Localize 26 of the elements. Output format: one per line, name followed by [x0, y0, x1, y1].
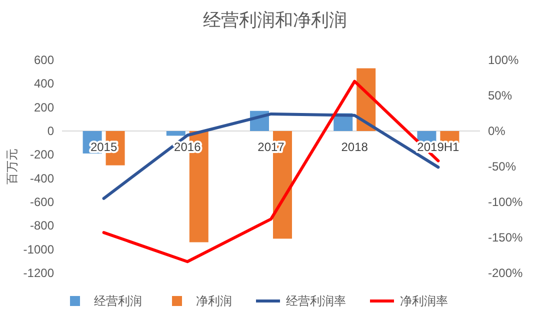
y2-tick-label: -200%	[488, 266, 524, 280]
y-tick-label: 400	[34, 76, 54, 91]
y-tick-label: -400	[30, 171, 54, 186]
chart-title: 经营利润和净利润	[203, 10, 347, 30]
y2-tick-label: -50%	[488, 160, 516, 174]
x-tick-label: 2018	[341, 140, 368, 154]
y2-tick-label: -150%	[488, 230, 524, 244]
legend-label: 经营利润	[94, 294, 142, 308]
y-tick-label: 200	[34, 100, 54, 114]
y-tick-label: -800	[30, 218, 54, 233]
y2-tick-label: 100%	[488, 53, 520, 67]
legend-label: 净利润	[196, 294, 232, 308]
y2-tick-label: 50%	[488, 88, 512, 102]
y-tick-label: 600	[34, 53, 54, 67]
x-tick-label: 2015	[90, 140, 118, 154]
y-tick-label: -200	[30, 148, 54, 162]
y-tick-label: -1000	[23, 242, 54, 256]
y2-tick-label: 0%	[488, 124, 506, 138]
bar	[166, 131, 186, 136]
y-tick-label: -1200	[23, 266, 54, 280]
legend-label: 经营利润率	[286, 294, 346, 308]
y-tick-label: 0	[47, 124, 54, 138]
y-tick-label: -600	[30, 195, 54, 209]
y2-tick-label: -100%	[488, 195, 524, 209]
legend-label: 净利润率	[400, 294, 448, 308]
y-axis-title: 百万元	[5, 148, 19, 184]
